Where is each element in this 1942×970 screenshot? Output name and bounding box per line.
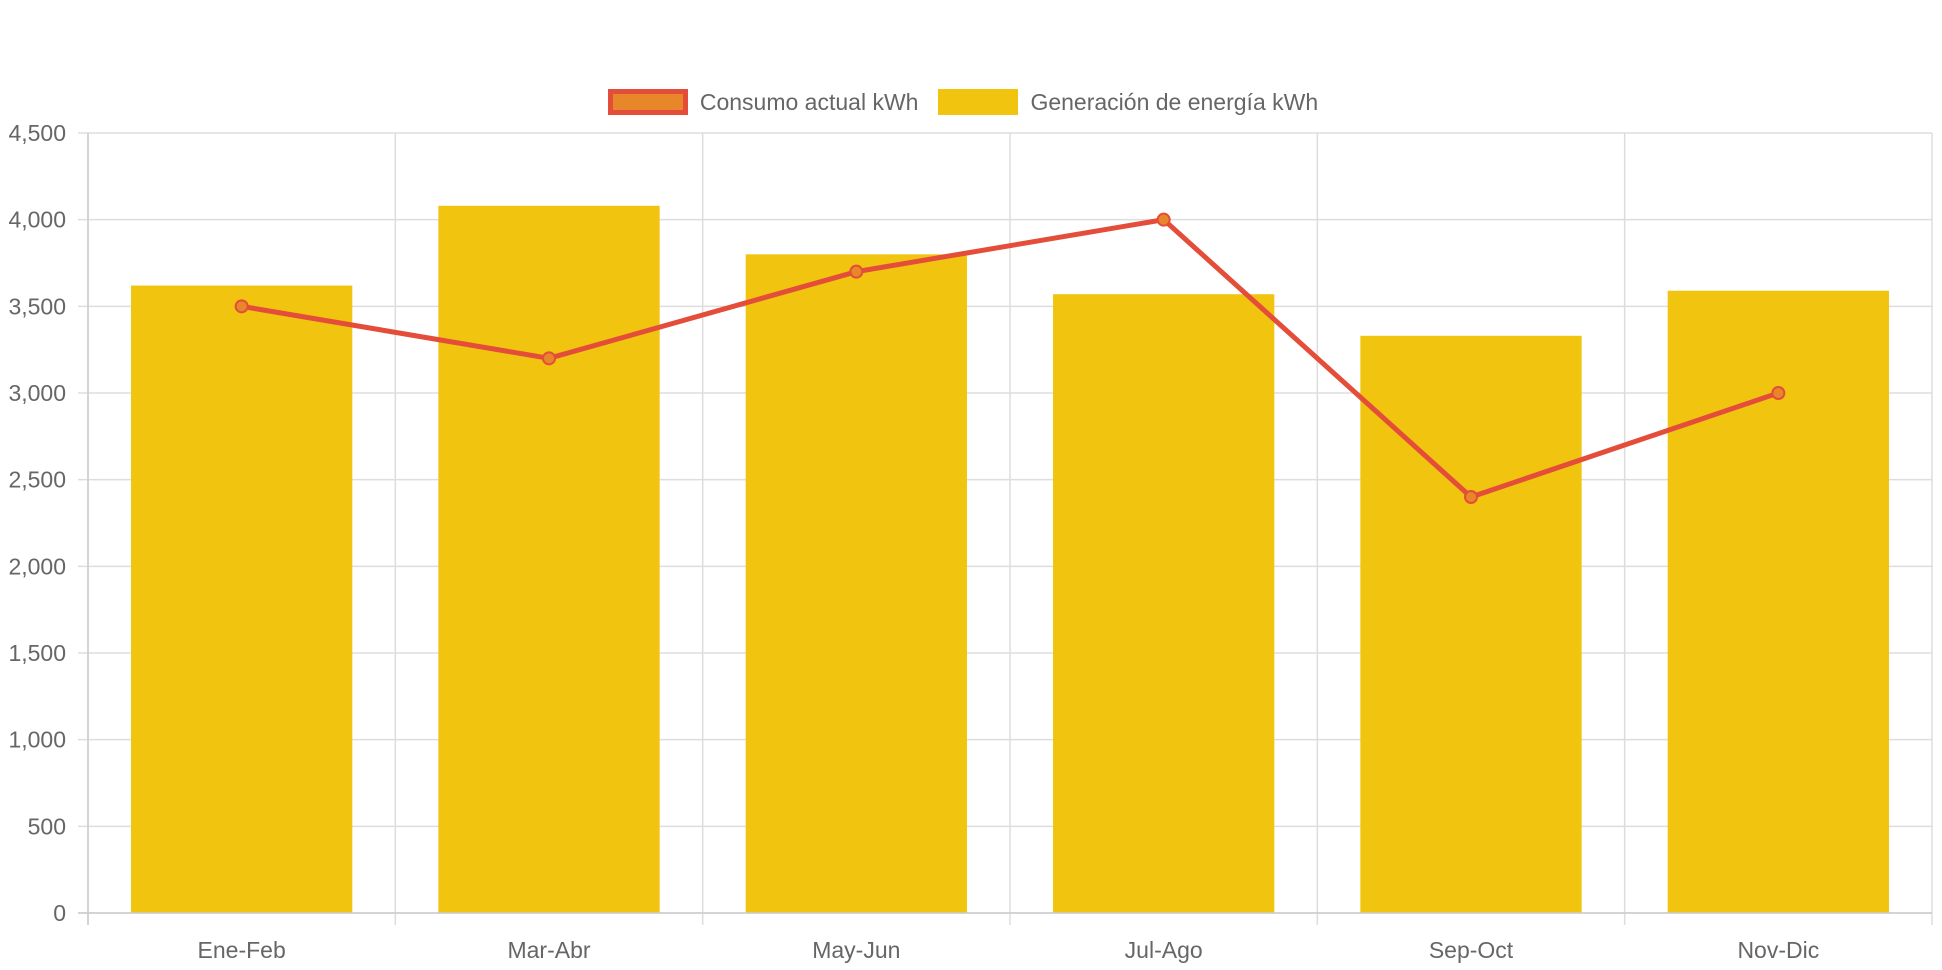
point-ene-feb — [234, 299, 249, 314]
y-tick-label: 0 — [53, 900, 66, 926]
y-tick-label: 2,500 — [8, 467, 66, 493]
y-tick-label: 4,500 — [8, 120, 66, 146]
bar-mar-abr — [438, 205, 660, 914]
legend-item-generacion[interactable]: Generación de energía kWh — [938, 89, 1318, 116]
consumo-line — [241, 216, 1780, 500]
y-tick-label: 3,500 — [8, 293, 66, 319]
bar-nov-dic — [1667, 290, 1889, 913]
bar-jul-ago — [1053, 294, 1275, 913]
x-tick-label: Mar-Abr — [507, 937, 590, 963]
legend-label-generacion: Generación de energía kWh — [1030, 88, 1319, 115]
point-may-jun — [849, 264, 864, 279]
x-tick-label: May-Jun — [812, 937, 900, 963]
axes: 0 500 1,000 1,500 2,000 2,500 3,000 3,500 4,000 4… — [8, 120, 1932, 963]
legend-swatch-generacion — [938, 89, 1019, 115]
point-nov-dic — [1771, 386, 1786, 400]
y-tick-label: 4,000 — [8, 207, 66, 233]
point-sep-oct — [1464, 490, 1478, 504]
y-tick-label: 3,000 — [8, 380, 66, 406]
y-tick-label: 1,500 — [8, 640, 66, 666]
legend-item-consumo[interactable]: Consumo actual kWh — [607, 88, 919, 116]
legend-label-consumo: Consumo actual kWh — [699, 88, 919, 115]
bar-sep-oct — [1360, 335, 1582, 913]
y-tick-label: 500 — [28, 813, 66, 839]
x-tick-label: Sep-Oct — [1429, 937, 1514, 963]
bar-ene-feb — [131, 285, 353, 913]
legend-swatch-consumo — [607, 89, 688, 115]
x-tick-label: Jul-Ago — [1125, 937, 1203, 963]
x-tick-label: Nov-Dic — [1737, 937, 1819, 963]
bar-series — [131, 205, 1889, 914]
line-series — [234, 212, 1786, 504]
chart-legend: Consumo actual kWh Generación de energía… — [0, 86, 1934, 118]
grid — [78, 132, 1933, 925]
bar-may-jun — [745, 254, 967, 914]
point-jul-ago — [1156, 212, 1171, 227]
y-tick-label: 2,000 — [8, 553, 66, 579]
x-tick-label: Ene-Feb — [198, 937, 286, 963]
y-tick-label: 1,000 — [8, 727, 66, 753]
point-mar-abr — [542, 351, 556, 366]
